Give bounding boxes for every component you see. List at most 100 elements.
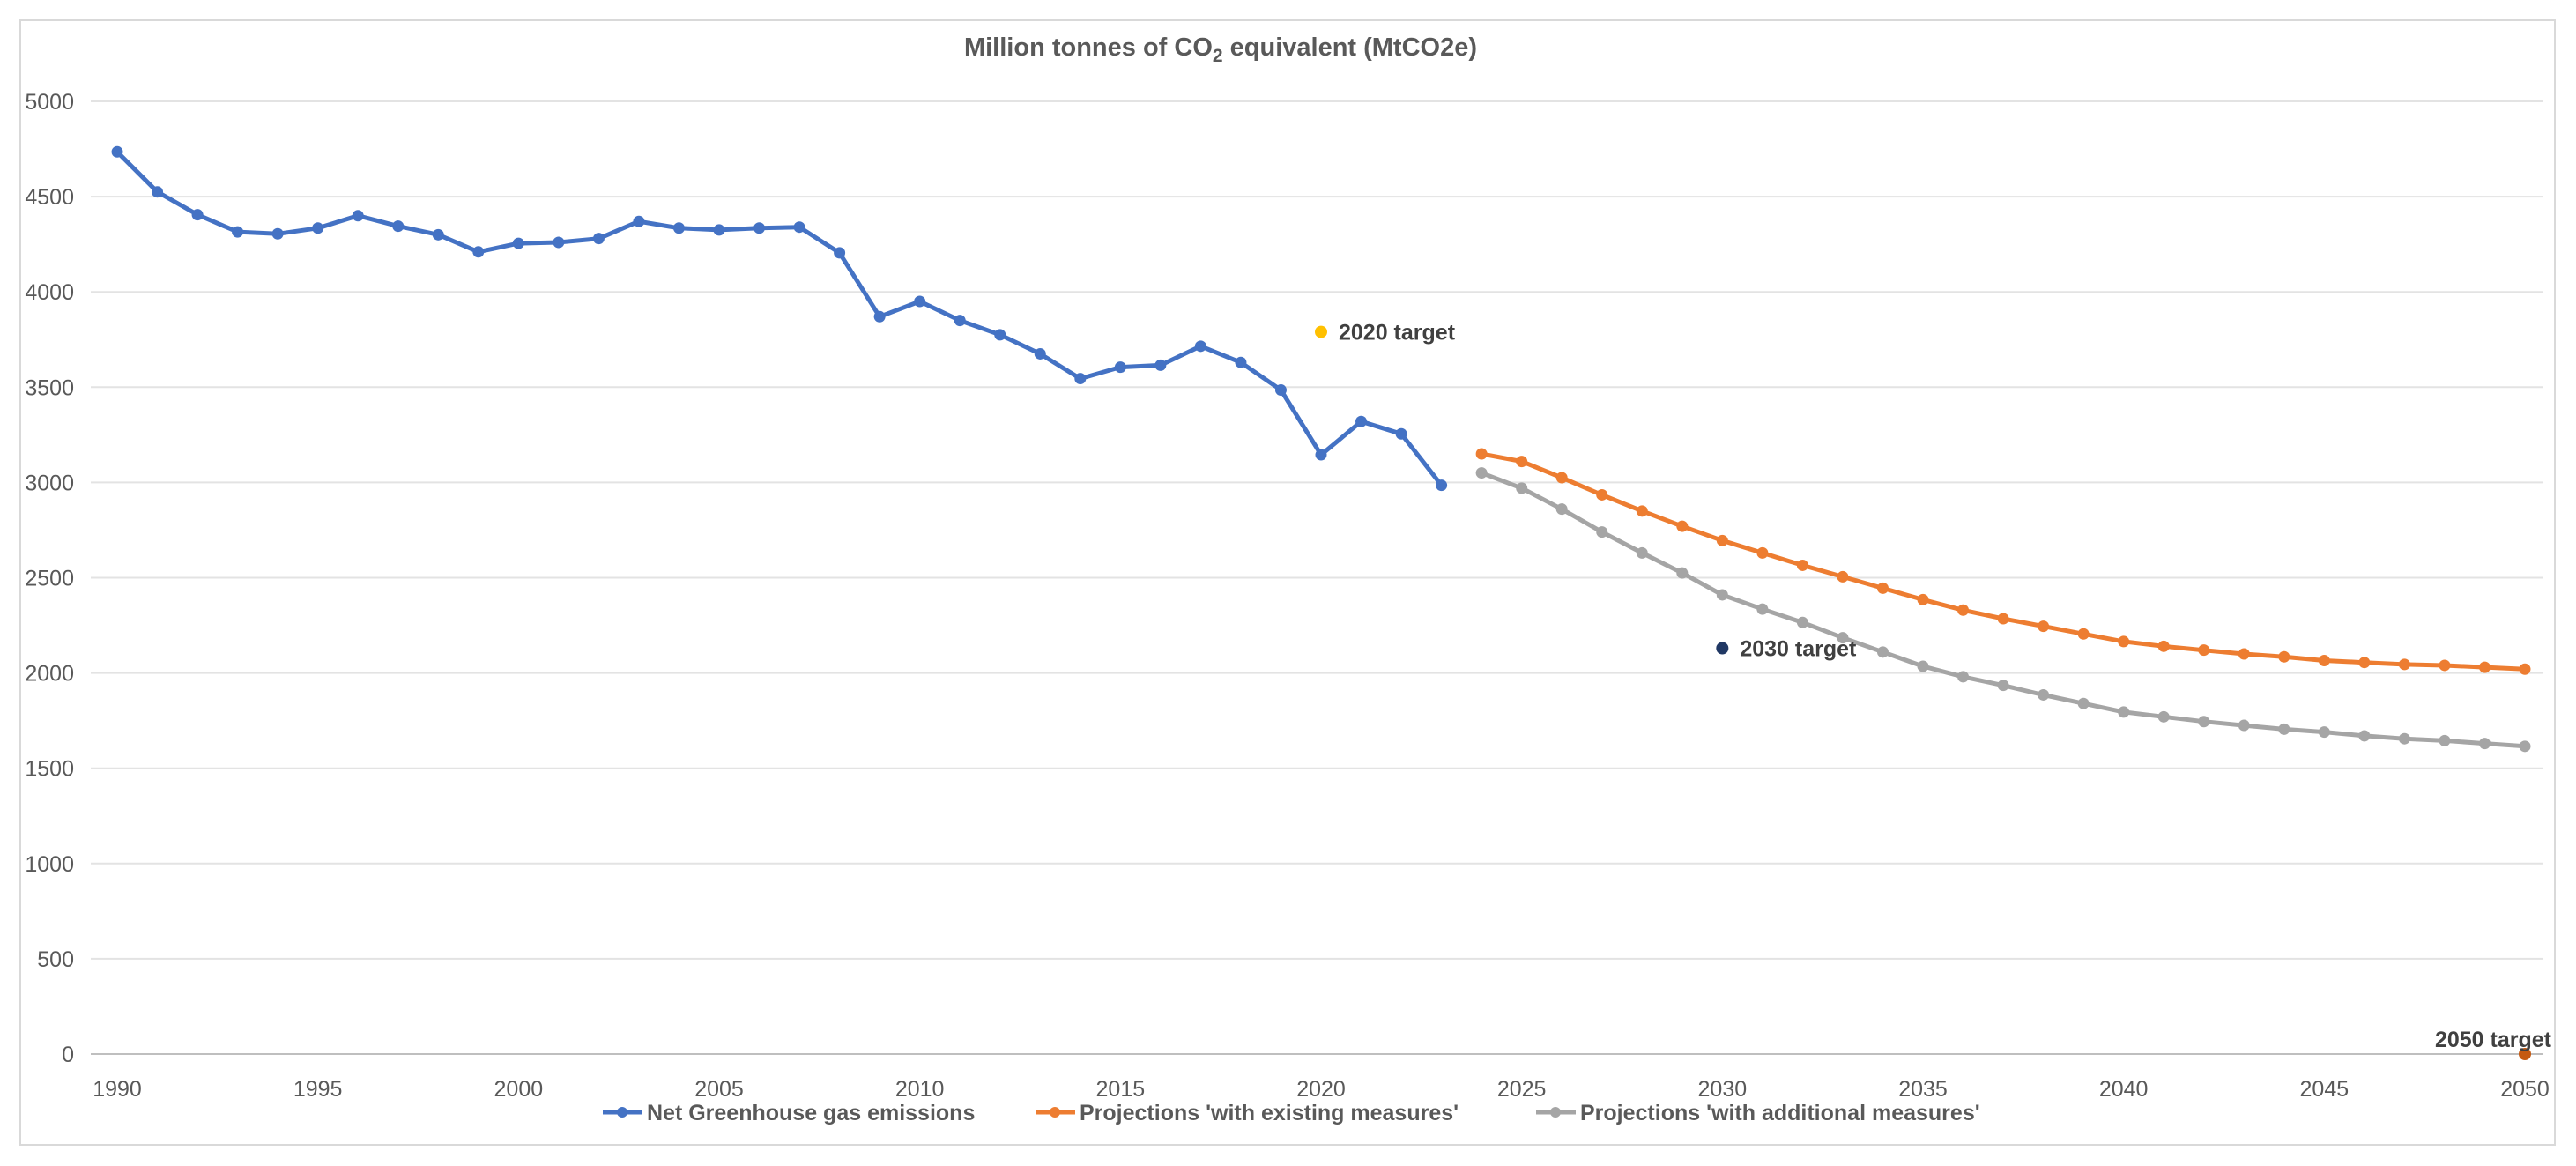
series-1-point-2040: [2118, 635, 2130, 648]
series-0-point-1998: [432, 228, 444, 241]
target-label-1: 2030 target: [1740, 636, 1857, 661]
series-1-point-2041: [2157, 640, 2170, 652]
series-2-point-2046: [2358, 730, 2371, 742]
series-2-point-2024: [1475, 467, 1488, 479]
series-0-point-2022: [1395, 427, 1407, 440]
series-2-point-2049: [2478, 738, 2491, 750]
series-0-point-1997: [392, 220, 405, 233]
series-0-point-2015: [1114, 361, 1126, 374]
series-2-point-2044: [2278, 723, 2290, 735]
series-line-1: [1479, 451, 2528, 672]
y-tick-label-4000: 4000: [25, 280, 74, 305]
series-0-point-1990: [111, 145, 123, 158]
series-2-point-2027: [1596, 526, 1608, 538]
series-0-point-1991: [152, 186, 164, 198]
series-0-point-2016: [1154, 359, 1167, 371]
series-0-point-2003: [633, 215, 645, 227]
y-axis-tick-labels: 0 500 1000 1500 2000 2500 3000 3500 4000 4500 5000: [25, 90, 74, 1067]
series-1-point-2044: [2278, 650, 2290, 663]
series-2-point-2047: [2398, 732, 2410, 745]
series-0-point-2002: [592, 233, 605, 245]
x-tick-label-2040: 2040: [2099, 1077, 2149, 1102]
series-2-point-2050: [2519, 740, 2531, 753]
series-1-point-2024: [1475, 448, 1488, 460]
annotation-layer: 2020 target 2030 target 2050 target: [1315, 321, 2552, 1060]
series-0-point-2020: [1315, 449, 1327, 461]
y-tick-label-500: 500: [37, 947, 74, 972]
series-2-point-2041: [2157, 710, 2170, 723]
x-tick-label-2045: 2045: [2300, 1077, 2350, 1102]
y-tick-label-2500: 2500: [25, 567, 74, 591]
series-0-point-2004: [672, 222, 685, 234]
series-1-point-2034: [1876, 582, 1889, 594]
series-0-point-2009: [873, 310, 886, 323]
series-0-point-1992: [191, 209, 204, 221]
target-marker-0: [1315, 325, 1327, 338]
series-1-point-2029: [1676, 520, 1689, 532]
series-1-point-2037: [1997, 613, 2009, 625]
x-tick-label-2030: 2030: [1698, 1077, 1748, 1102]
series-2-point-2026: [1555, 503, 1568, 516]
series-2-point-2031: [1756, 603, 1769, 615]
series-1-point-2042: [2198, 644, 2210, 657]
series-1-point-2027: [1596, 488, 1608, 501]
series-0-point-2019: [1274, 384, 1287, 397]
series-0-point-1993: [232, 226, 244, 238]
series-0-point-2013: [1034, 347, 1046, 360]
y-tick-label-3500: 3500: [25, 375, 74, 400]
series-1-point-2033: [1837, 570, 1849, 583]
series-1-point-2050: [2519, 663, 2531, 675]
x-tick-label-2050: 2050: [2500, 1077, 2550, 1102]
target-label-0: 2020 target: [1339, 321, 1456, 345]
series-0-point-2014: [1074, 373, 1087, 385]
x-axis-tick-labels: 1990 1995 2000 2005 2010 2015 2020 2025 2030 2035…: [93, 1077, 2550, 1102]
legend-marker-2: [1550, 1107, 1561, 1118]
legend-marker-0: [617, 1107, 627, 1118]
series-1-point-2031: [1756, 546, 1769, 559]
x-tick-label-2005: 2005: [694, 1077, 744, 1102]
legend-label-2: Projections 'with additional measures': [1580, 1101, 1980, 1125]
target-marker-2: [2519, 1048, 2531, 1060]
series-2-point-2037: [1997, 680, 2009, 692]
legend-label-1: Projections 'with existing measures': [1080, 1101, 1459, 1125]
series-2-point-2035: [1917, 660, 1929, 672]
legend: Net Greenhouse gas emissions Projections …: [603, 1101, 1980, 1125]
series-1-point-2043: [2238, 648, 2250, 660]
series-0-point-2023: [1436, 479, 1448, 492]
series-0-point-2006: [753, 222, 766, 234]
chart-title-subscript: 2: [1213, 46, 1223, 66]
series-0-point-1994: [271, 227, 284, 240]
series-1-point-2038: [2038, 620, 2050, 633]
series-2-point-2045: [2318, 726, 2330, 739]
series-1-point-2045: [2318, 655, 2330, 667]
series-layer: [111, 145, 2531, 753]
series-1-point-2026: [1555, 472, 1568, 484]
x-tick-label-2035: 2035: [1898, 1077, 1948, 1102]
series-2-point-2042: [2198, 716, 2210, 728]
x-tick-label-2025: 2025: [1497, 1077, 1547, 1102]
series-0-point-2021: [1355, 415, 1368, 427]
x-tick-label-2020: 2020: [1296, 1077, 1346, 1102]
series-2-point-2030: [1716, 589, 1728, 601]
series-2-point-2033: [1837, 632, 1849, 644]
series-0-point-2000: [512, 237, 524, 249]
series-0-point-2011: [954, 315, 966, 327]
series-1-point-2049: [2478, 661, 2491, 673]
x-tick-label-1990: 1990: [93, 1077, 142, 1102]
x-tick-label-2015: 2015: [1096, 1077, 1146, 1102]
series-2-point-2036: [1957, 671, 1970, 683]
series-2-point-2039: [2077, 697, 2090, 709]
series-2-point-2025: [1516, 482, 1528, 494]
series-0-point-2001: [553, 236, 565, 249]
series-0-point-2008: [834, 247, 846, 259]
series-0-point-1996: [352, 210, 364, 222]
series-2-point-2029: [1676, 567, 1689, 579]
series-2-point-2043: [2238, 719, 2250, 732]
series-1-point-2025: [1516, 456, 1528, 468]
y-tick-label-0: 0: [62, 1043, 74, 1067]
series-1-point-2028: [1636, 505, 1648, 517]
y-tick-label-3000: 3000: [25, 471, 74, 495]
series-2-point-2028: [1636, 546, 1648, 559]
series-0-point-2007: [793, 221, 805, 234]
